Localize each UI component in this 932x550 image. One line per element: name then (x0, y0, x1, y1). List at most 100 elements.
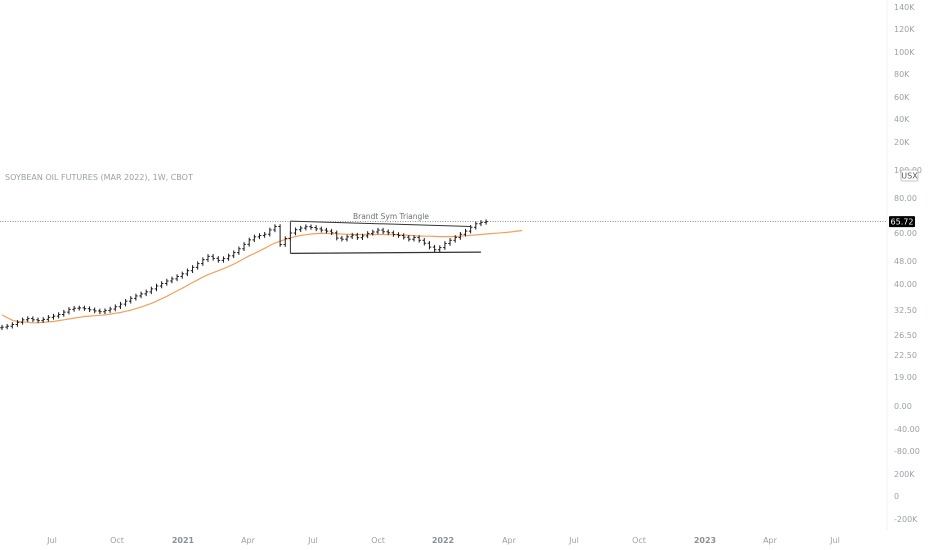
time-axis-label: Oct (371, 536, 385, 545)
triangle-top-line[interactable] (290, 220, 471, 227)
price-scale-label: 26.50 (894, 331, 917, 340)
ohlc-bar (123, 298, 128, 307)
symbol-title: SOYBEAN OIL FUTURES (MAR 2022), 1W, CBOT (5, 173, 193, 182)
ohlc-bar (139, 291, 143, 299)
ohlc-bar (31, 316, 35, 323)
ohlc-bar (46, 315, 51, 322)
ohlc-bar (67, 307, 71, 315)
ohlc-bar (56, 312, 61, 319)
price-scale-label: 48.00 (894, 257, 917, 266)
ohlc-bar (345, 234, 349, 242)
ohlc-bar (293, 227, 298, 236)
ohlc-bar (226, 253, 231, 261)
ohlc-bar (396, 232, 401, 238)
pattern-label[interactable]: Brandt Sym Triangle (353, 212, 429, 221)
price-scale-label: 22.50 (894, 351, 917, 360)
ohlc-bar (298, 225, 303, 232)
ohlc-bar (371, 229, 375, 236)
time-axis-label: Jul (46, 536, 57, 545)
price-scale-label: 80.00 (894, 194, 917, 203)
ohlc-bar (329, 228, 334, 236)
ohlc-bar (273, 224, 277, 233)
ohlc-bar (201, 257, 205, 266)
ohlc-bar (247, 237, 251, 247)
triangle-bottom-line[interactable] (290, 251, 481, 255)
ohlc-bar (257, 233, 262, 240)
ohlc-bar (180, 271, 185, 279)
last-price-value: 65.72 (891, 218, 914, 227)
ohlc-bar (185, 268, 190, 277)
last-price-badge-box (889, 216, 915, 228)
ohlc-bar (175, 274, 179, 282)
ohlc-bar (0, 324, 4, 331)
price-scale-label: 120K (894, 25, 915, 34)
ohlc-bar (314, 225, 318, 232)
ohlc-bar (77, 305, 82, 311)
price-scale-label: -40.00 (894, 425, 920, 434)
ohlc-bar (149, 286, 154, 295)
ohlc-bar (20, 317, 25, 325)
ohlc-bar (386, 229, 391, 236)
unit-badge-box (900, 169, 919, 182)
ohlc-bar (376, 227, 380, 235)
ohlc-bar (443, 241, 447, 250)
price-scale-label: 32.50 (894, 306, 917, 315)
time-axis-label: Apr (502, 536, 517, 545)
price-scale-label: 140K (894, 3, 915, 12)
price-scale-label: 40K (894, 115, 910, 124)
price-scale[interactable]: 140K120K100K80K60K40K20K100.0080.0060.00… (894, 3, 922, 524)
ohlc-bar (309, 224, 313, 230)
moving-average-layer (1, 229, 523, 324)
moving-average-line (1, 229, 523, 324)
ohlc-bar (134, 293, 138, 301)
ohlc-bar (216, 256, 221, 263)
time-axis-label: Jul (307, 536, 318, 545)
ohlc-bar (15, 320, 20, 327)
ohlc-bar (437, 245, 442, 252)
ohlc-bar (448, 238, 452, 246)
time-axis-label: Oct (632, 536, 646, 545)
ohlc-bar (113, 304, 118, 312)
ohlc-bar (268, 227, 272, 237)
ohlc-bar (36, 317, 40, 323)
price-scale-label: 19.00 (894, 373, 917, 382)
ohlc-bar (98, 308, 102, 314)
ohlc-bar (221, 256, 226, 263)
ohlc-bar (427, 240, 432, 250)
ohlc-bar (381, 227, 385, 235)
ohlc-bar (242, 242, 246, 252)
time-axis-label: Jul (568, 536, 579, 545)
last-price-badge: 65.72 (889, 216, 915, 228)
ohlc-bar (231, 250, 236, 259)
time-axis-label: 2022 (432, 536, 454, 545)
ohlc-bar (237, 246, 241, 255)
ohlc-bar (170, 276, 174, 284)
ohlc-bar (407, 235, 411, 242)
ohlc-bar (51, 313, 56, 320)
ohlc-bar (474, 221, 478, 230)
ohlc-bar (195, 261, 200, 270)
ohlc-bar (10, 322, 15, 329)
ohlc-bar (319, 226, 324, 233)
time-axis-label: 2023 (694, 536, 716, 545)
ohlc-bar (479, 220, 483, 227)
ohlc-bar (118, 301, 123, 310)
currency-unit-badge[interactable]: USX (900, 169, 919, 182)
price-scale-label: 200K (894, 470, 915, 479)
ohlc-bars-layer (0, 219, 488, 331)
time-axis[interactable]: Jul Oct 2021 Apr Jul Oct 2022 Apr Jul Oct 2023 Apr J… (46, 536, 840, 545)
time-axis-label: Jul (829, 536, 840, 545)
ohlc-bar (41, 317, 45, 323)
pattern-annotation-layer[interactable] (289, 220, 481, 255)
ohlc-bar (165, 278, 169, 286)
ohlc-bar (252, 234, 257, 243)
price-scale-label: 60K (894, 93, 910, 102)
ohlc-bar (144, 289, 148, 297)
ohlc-bar (432, 244, 437, 252)
ohlc-bar (324, 227, 329, 234)
time-axis-label: Apr (241, 536, 256, 545)
price-scale-label: 100K (894, 48, 915, 57)
ohlc-bar (190, 265, 195, 273)
ohlc-bar (108, 306, 112, 313)
